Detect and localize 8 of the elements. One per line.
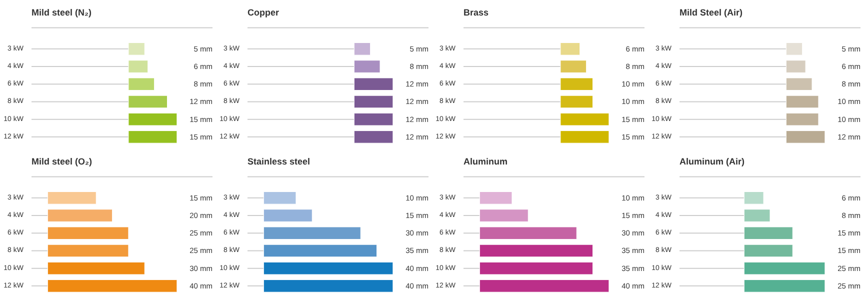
chart-title: Mild steel (O₂) bbox=[32, 156, 92, 166]
chart-title: Stainless steel bbox=[248, 156, 310, 166]
text: Brass bbox=[464, 8, 489, 18]
text: Copper bbox=[248, 8, 280, 18]
text: Mild Steel (Air) bbox=[680, 8, 743, 18]
chart-title: Mild steel (N₂) bbox=[32, 8, 92, 18]
chart-title: Aluminum (Air) bbox=[680, 156, 744, 166]
chart-title: Aluminum bbox=[464, 156, 508, 166]
